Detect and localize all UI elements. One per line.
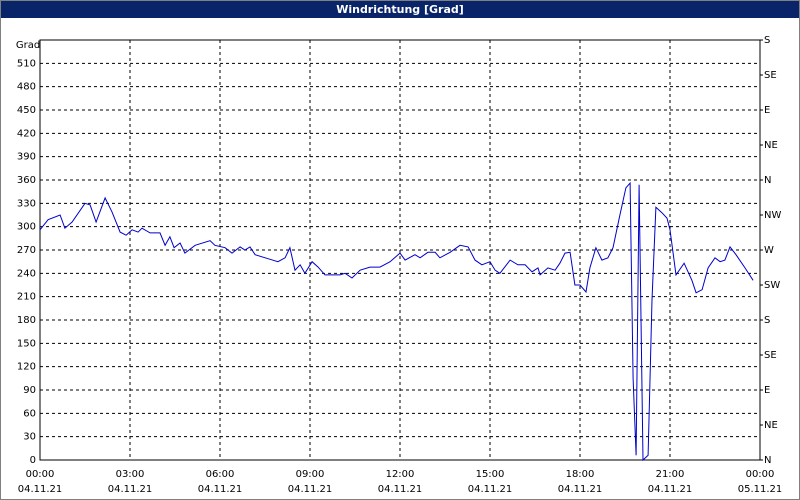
y2-tick-label: N	[764, 175, 771, 186]
y-tick-label: 0	[30, 455, 36, 466]
y2-tick-label: NW	[764, 210, 781, 221]
y-tick-label: 120	[17, 362, 36, 373]
chart-title: Windrichtung [Grad]	[336, 3, 464, 16]
y2-tick-label: NE	[764, 140, 778, 151]
y-tick-label: 330	[17, 198, 36, 209]
x-tick-date: 04.11.21	[468, 484, 513, 495]
y2-tick-label: SW	[764, 280, 780, 291]
x-tick-date: 04.11.21	[558, 484, 603, 495]
y-tick-label: 60	[23, 408, 36, 419]
y-tick-label: 150	[17, 338, 36, 349]
x-tick-date: 04.11.21	[18, 484, 63, 495]
x-tick-label: 09:00	[296, 469, 325, 480]
y-tick-label: 300	[17, 222, 36, 233]
x-tick-label: 03:00	[116, 469, 145, 480]
y-tick-label: 270	[17, 245, 36, 256]
x-tick-date: 04.11.21	[108, 484, 153, 495]
y-tick-label: 390	[17, 152, 36, 163]
y-tick-label: 480	[17, 82, 36, 93]
y-axis-label: Grad	[16, 40, 40, 51]
x-tick-date: 05.11.21	[738, 484, 783, 495]
x-tick-date: 04.11.21	[378, 484, 423, 495]
y-tick-label: 210	[17, 292, 36, 303]
x-tick-date: 04.11.21	[648, 484, 693, 495]
y2-tick-label: NE	[764, 420, 778, 431]
x-tick-label: 00:00	[26, 469, 55, 480]
x-tick-label: 21:00	[656, 469, 685, 480]
x-tick-label: 00:00	[746, 469, 775, 480]
y-tick-label: 240	[17, 268, 36, 279]
y-tick-label: 420	[17, 128, 36, 139]
y2-tick-label: W	[764, 245, 774, 256]
y2-tick-label: S	[764, 35, 770, 46]
title-bar	[1, 1, 799, 18]
y-tick-label: 90	[23, 385, 36, 396]
x-tick-label: 12:00	[386, 469, 415, 480]
y-tick-label: 450	[17, 105, 36, 116]
x-tick-label: 18:00	[566, 469, 595, 480]
y-tick-label: 510	[17, 58, 36, 69]
y-tick-label: 30	[23, 432, 36, 443]
y2-tick-label: SE	[764, 70, 777, 81]
x-tick-date: 04.11.21	[198, 484, 243, 495]
y2-tick-label: E	[764, 385, 770, 396]
y-tick-label: 360	[17, 175, 36, 186]
y2-tick-label: E	[764, 105, 770, 116]
x-tick-date: 04.11.21	[288, 484, 333, 495]
y-tick-label: 180	[17, 315, 36, 326]
y2-tick-label: N	[764, 455, 771, 466]
x-tick-label: 06:00	[206, 469, 235, 480]
data-line	[39, 181, 754, 462]
x-tick-label: 15:00	[476, 469, 505, 480]
y2-tick-label: SE	[764, 350, 777, 361]
y2-tick-label: S	[764, 315, 770, 326]
